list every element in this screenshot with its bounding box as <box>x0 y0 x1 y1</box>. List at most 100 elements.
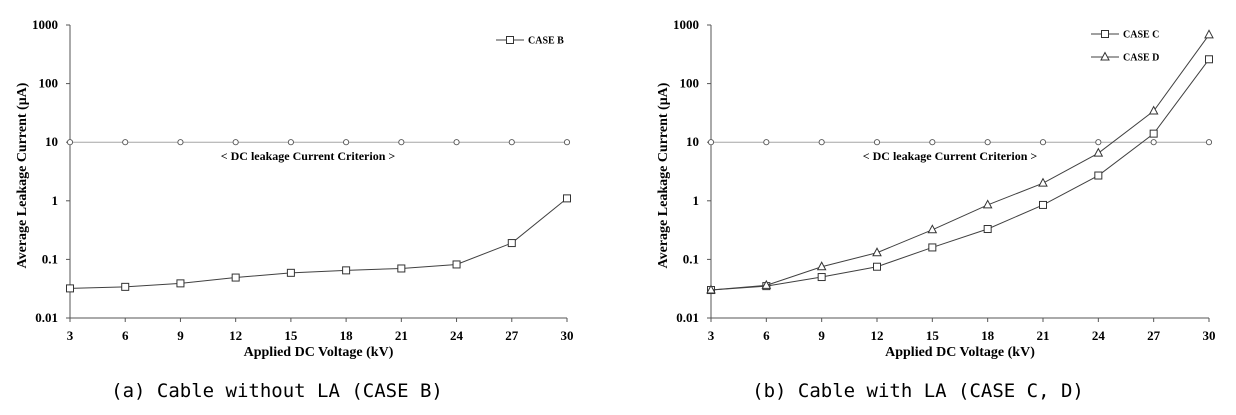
criterion-marker <box>873 139 881 146</box>
x-tick-label: 15 <box>284 328 298 343</box>
data-point <box>816 261 827 271</box>
data-point <box>507 239 516 248</box>
data-point <box>397 264 406 273</box>
y-tick-label: 100 <box>680 76 700 91</box>
legend-label: CASE C <box>1123 30 1159 41</box>
y-tick-label: 100 <box>39 76 59 91</box>
data-point <box>231 273 240 282</box>
data-point <box>1204 29 1214 39</box>
x-tick-label: 24 <box>1092 328 1106 343</box>
y-tick-label: 10 <box>686 134 699 149</box>
data-point <box>983 225 992 234</box>
chart-panel-2: 0.01 0.1 1 10 100 1000 3 6 9 12 15 18 21 24 27 30 Applie… <box>656 17 1216 402</box>
criterion-marker <box>563 139 571 146</box>
x-tick-label: 15 <box>926 328 940 343</box>
data-point <box>1039 200 1047 209</box>
data-point <box>1038 177 1048 187</box>
x-tick-label: 18 <box>981 328 995 343</box>
y-tick-label: 0.1 <box>683 251 699 266</box>
y-tick-label: 0.01 <box>676 310 699 325</box>
y-tick-label: 1000 <box>32 17 58 32</box>
criterion-marker <box>287 139 294 146</box>
criterion-marker <box>1095 139 1102 146</box>
data-point <box>563 194 571 203</box>
chart-caption: (b) Cable with LA (CASE C, D) <box>752 380 1084 402</box>
criterion-marker <box>343 139 350 146</box>
series-line <box>710 58 1210 291</box>
criterion-marker <box>984 139 991 146</box>
y-tick-label: 1000 <box>673 17 699 32</box>
y-tick-label: 1 <box>693 193 700 208</box>
criterion-marker <box>707 139 715 146</box>
x-tick-label: 24 <box>450 328 464 343</box>
y-axis-title: Average Leakage Current (μA) <box>656 82 671 268</box>
x-tick-label: 21 <box>395 328 408 343</box>
data-point <box>1148 105 1159 115</box>
y-tick-label: 10 <box>45 134 58 149</box>
x-tick-label: 12 <box>871 328 884 343</box>
x-tick-label: 27 <box>505 328 519 343</box>
criterion-label: < DC leakage Current Criterion > <box>221 149 396 163</box>
x-tick-label: 18 <box>340 328 354 343</box>
y-tick-label: 0.1 <box>42 251 58 266</box>
data-point <box>176 279 185 288</box>
criterion-marker <box>232 139 239 146</box>
legend-marker <box>1101 30 1109 38</box>
criterion-marker <box>763 139 770 146</box>
criterion-marker <box>929 139 936 146</box>
x-tick-label: 30 <box>561 328 574 343</box>
data-point <box>452 260 461 269</box>
legend-label: CASE D <box>1123 53 1159 64</box>
chart-panel-1: 0.01 0.1 1 10 100 1000 3 6 9 12 15 18 21 24 27 30 Applie… <box>15 17 574 402</box>
x-tick-label: 9 <box>177 328 184 343</box>
x-tick-label: 6 <box>122 328 129 343</box>
criterion-marker <box>122 139 129 146</box>
data-point <box>817 273 826 282</box>
series-line <box>69 197 568 289</box>
data-point <box>1093 147 1104 157</box>
data-point <box>121 282 130 291</box>
data-point <box>1094 171 1103 180</box>
criterion-label: < DC leakage Current Criterion > <box>863 149 1038 163</box>
data-point <box>1149 129 1158 138</box>
data-point <box>982 199 993 209</box>
x-tick-label: 30 <box>1203 328 1216 343</box>
data-point <box>286 268 295 277</box>
x-tick-label: 9 <box>818 328 825 343</box>
chart-caption: (a) Cable without LA (CASE B) <box>111 380 443 402</box>
x-tick-label: 3 <box>708 328 715 343</box>
criterion-marker <box>66 139 74 146</box>
data-point <box>1205 55 1213 64</box>
criterion-marker <box>1205 139 1213 146</box>
y-tick-label: 0.01 <box>35 310 58 325</box>
criterion-marker <box>818 139 825 146</box>
x-axis-title: Applied DC Voltage (kV) <box>885 345 1035 360</box>
data-point <box>761 279 772 289</box>
data-point <box>873 262 881 271</box>
legend-marker <box>506 36 514 44</box>
x-axis-title: Applied DC Voltage (kV) <box>244 345 394 360</box>
data-point <box>928 243 937 252</box>
criterion-marker <box>1150 139 1157 146</box>
x-tick-label: 12 <box>229 328 242 343</box>
criterion-marker <box>398 139 405 146</box>
criterion-marker <box>508 139 515 146</box>
data-point <box>872 247 882 257</box>
criterion-marker <box>1039 139 1047 146</box>
x-tick-label: 21 <box>1037 328 1050 343</box>
data-point <box>706 284 716 294</box>
x-tick-label: 3 <box>67 328 74 343</box>
data-point <box>342 266 351 275</box>
y-axis-title: Average Leakage Current (μA) <box>15 82 30 268</box>
x-tick-label: 6 <box>763 328 770 343</box>
x-tick-label: 27 <box>1147 328 1161 343</box>
criterion-marker <box>177 139 184 146</box>
series-line <box>710 34 1210 291</box>
data-point <box>66 284 74 293</box>
legend-marker <box>1100 51 1110 61</box>
y-tick-label: 1 <box>52 193 59 208</box>
data-point <box>927 224 938 234</box>
legend-label: CASE B <box>528 36 564 47</box>
criterion-marker <box>453 139 460 146</box>
